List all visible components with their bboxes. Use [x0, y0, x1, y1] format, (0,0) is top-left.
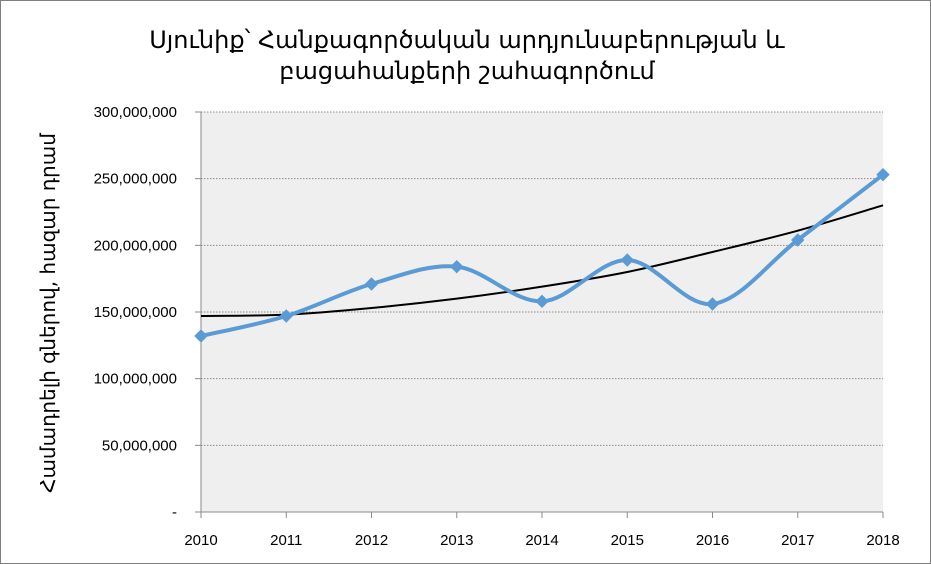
x-tick-labels: 2010 2011 2012 2013 2014 2015 2016 2017 2018 — [184, 532, 899, 549]
data-point-2016 — [705, 297, 720, 311]
x-tick-label-5: 2015 — [611, 532, 644, 549]
data-point-2017 — [791, 233, 805, 247]
chart-title-line-2: բացահանքերի շահագործում — [279, 57, 655, 85]
chart-title-line-1: Սյունիք՝ Հանքագործական արդյունաբերության… — [149, 26, 785, 54]
x-tick-label-7: 2017 — [781, 532, 814, 549]
gridlines — [195, 111, 883, 513]
data-point-2018 — [876, 167, 890, 182]
y-tick-labels: - 50,000,000 100,000,000 150,000,000 200,000… — [94, 104, 177, 521]
x-tick-label-0: 2010 — [184, 532, 217, 549]
y-tick-label-0: - — [172, 504, 177, 521]
y-tick-label-3: 150,000,000 — [94, 304, 177, 321]
trendline — [200, 204, 884, 317]
data-point-2010 — [194, 329, 208, 343]
data-point-2015 — [620, 253, 634, 267]
trendline-path — [200, 204, 884, 317]
y-tick-label-1: 50,000,000 — [102, 437, 177, 454]
y-tick-label-6: 300,000,000 — [94, 104, 177, 121]
x-tick-label-1: 2011 — [270, 532, 302, 549]
y-tick-label-5: 250,000,000 — [94, 171, 177, 188]
data-point-2013 — [450, 259, 464, 274]
data-markers — [194, 167, 890, 343]
y-tick-label-4: 200,000,000 — [94, 237, 177, 254]
y-axis-label: Համադրելի գներով, հազար դրամ — [36, 133, 60, 493]
x-tick-label-3: 2013 — [440, 532, 473, 549]
data-point-2014 — [535, 294, 549, 309]
x-tick-label-4: 2014 — [525, 532, 558, 549]
axes — [200, 112, 884, 518]
x-tick-label-8: 2018 — [866, 532, 899, 549]
x-tick-label-2: 2012 — [355, 532, 388, 549]
data-point-2011 — [279, 309, 293, 323]
y-tick-label-2: 100,000,000 — [94, 371, 177, 388]
x-tick-label-6: 2016 — [696, 532, 729, 549]
data-point-2012 — [364, 277, 379, 291]
